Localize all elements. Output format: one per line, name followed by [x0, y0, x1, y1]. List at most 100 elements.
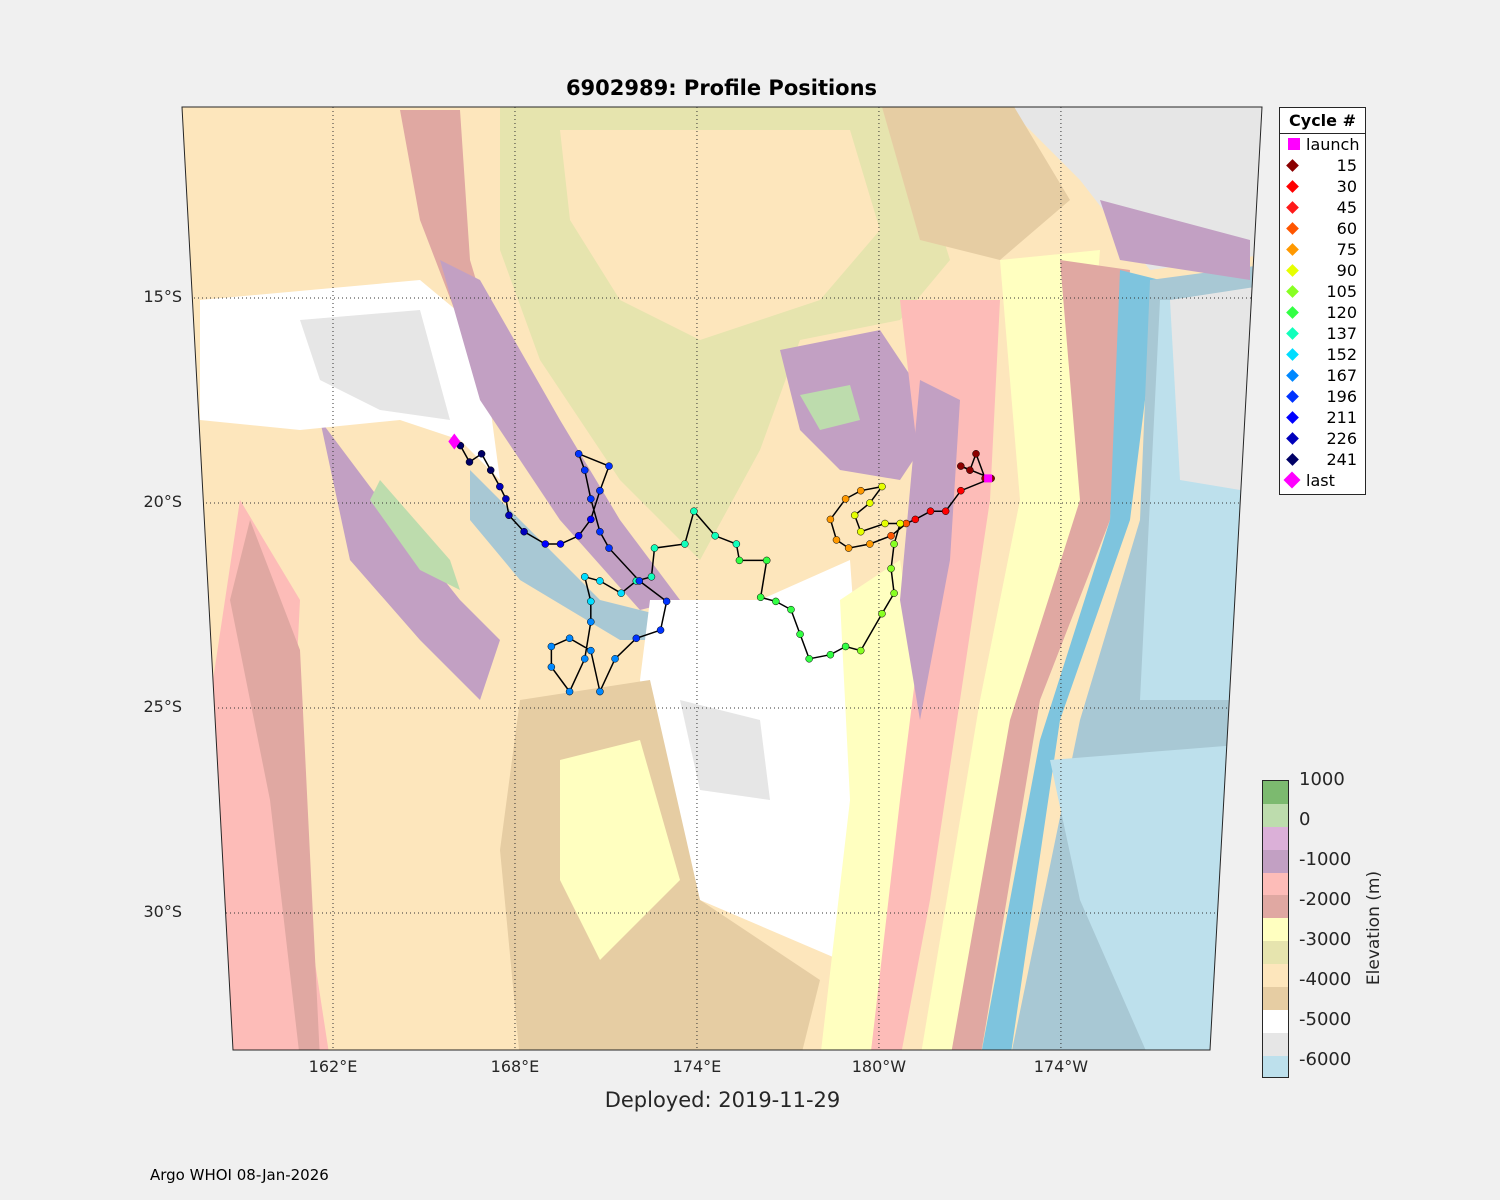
profile-point — [565, 687, 574, 696]
legend-label: 241 — [1326, 450, 1357, 469]
profile-point — [574, 450, 583, 458]
colorbar-band — [1263, 895, 1288, 919]
profile-point — [681, 540, 689, 548]
legend-label: last — [1306, 471, 1335, 490]
colorbar-tick-label: -2000 — [1299, 889, 1352, 910]
profile-point — [502, 495, 510, 503]
profile-point — [496, 482, 504, 491]
profile-point — [878, 609, 886, 618]
profile-point — [756, 593, 765, 602]
profile-point — [890, 589, 898, 597]
legend-item: 152 — [1280, 344, 1365, 365]
legend-item: 211 — [1280, 407, 1365, 428]
profile-point — [890, 540, 898, 548]
profile-point — [647, 573, 656, 581]
dot-marker-icon — [1286, 222, 1299, 235]
map-title: 6902989: Profile Positions — [565, 76, 878, 100]
profile-point — [866, 540, 874, 548]
profile-point — [941, 507, 950, 515]
profile-point — [635, 577, 644, 585]
profile-point — [787, 605, 795, 614]
colorbar-band — [1263, 1055, 1288, 1077]
lon-tick-label: 180°W — [851, 1057, 907, 1076]
square-marker-icon — [1288, 138, 1300, 150]
profile-point — [580, 655, 589, 663]
colorbar-tick-label: 1000 — [1299, 769, 1345, 790]
profile-point — [541, 540, 550, 548]
lat-tick-label: 20°S — [143, 492, 182, 511]
legend-item: 60 — [1280, 218, 1365, 239]
colorbar-tick-label: -4000 — [1299, 969, 1352, 990]
profile-point — [596, 687, 604, 696]
colorbar-band — [1263, 987, 1288, 1010]
legend-item: 105 — [1280, 281, 1365, 302]
profile-point — [587, 597, 595, 606]
colorbar-band — [1263, 849, 1288, 873]
profile-point — [690, 507, 698, 515]
profile-point — [805, 655, 813, 663]
colorbar-band — [1263, 918, 1288, 942]
profile-point — [650, 544, 659, 552]
profile-point — [587, 515, 595, 524]
legend-label: 211 — [1326, 408, 1357, 427]
profile-point — [580, 466, 589, 474]
profile-point — [966, 466, 974, 474]
dot-marker-icon — [1286, 432, 1299, 445]
profile-point — [856, 486, 865, 495]
dot-marker-icon — [1286, 327, 1299, 340]
profile-point — [772, 597, 780, 606]
colorbar-tick-label: 0 — [1299, 809, 1311, 830]
profile-point — [856, 646, 865, 655]
profile-point — [587, 646, 595, 655]
legend-item: 137 — [1280, 323, 1365, 344]
lon-tick-label: 162°E — [308, 1057, 358, 1076]
legend-label: 226 — [1326, 429, 1357, 448]
profile-point — [605, 462, 613, 470]
legend-label: 105 — [1326, 282, 1357, 301]
profile-point — [662, 597, 671, 606]
legend-label: launch — [1306, 135, 1360, 154]
lat-tick-label: 30°S — [143, 902, 182, 921]
dot-marker-icon — [1286, 285, 1299, 298]
dot-marker-icon — [1286, 390, 1299, 403]
profile-point — [656, 626, 665, 634]
colorbar-band — [1263, 826, 1288, 850]
track-line — [453, 440, 994, 694]
profile-point — [556, 540, 565, 548]
legend-item: 196 — [1280, 386, 1365, 407]
legend-label: 90 — [1336, 261, 1357, 280]
legend-label: 75 — [1336, 240, 1357, 259]
profile-point — [878, 482, 886, 491]
dot-marker-icon — [1286, 264, 1299, 277]
colorbar — [1262, 780, 1289, 1078]
dot-marker-icon — [1286, 348, 1299, 361]
dot-marker-icon — [1286, 453, 1299, 466]
colorbar-band — [1263, 941, 1288, 965]
profile-point — [881, 519, 889, 528]
dot-marker-icon — [1286, 306, 1299, 319]
profile-point — [587, 495, 595, 503]
profile-point — [856, 527, 865, 536]
legend-label: 137 — [1326, 324, 1357, 343]
profile-point — [711, 532, 719, 540]
colorbar-band — [1263, 803, 1288, 827]
footer-credit: Argo WHOI 08-Jan-2026 — [150, 1166, 329, 1184]
colorbar-band — [1263, 964, 1288, 988]
profile-point — [844, 544, 853, 552]
colorbar-band — [1263, 781, 1288, 804]
last-marker — [448, 433, 461, 450]
profile-point — [826, 515, 835, 524]
profile-point — [611, 655, 619, 663]
profile-point — [617, 589, 625, 597]
colorbar-band — [1263, 1009, 1288, 1033]
profile-point — [826, 650, 835, 659]
profile-point — [587, 618, 595, 626]
legend-item: 167 — [1280, 365, 1365, 386]
profile-point — [732, 540, 741, 548]
colorbar-band — [1263, 872, 1288, 896]
profile-point — [486, 466, 495, 474]
profile-point — [632, 634, 641, 643]
legend-item: 120 — [1280, 302, 1365, 323]
dot-marker-icon — [1286, 159, 1299, 172]
launch-marker — [984, 474, 993, 483]
